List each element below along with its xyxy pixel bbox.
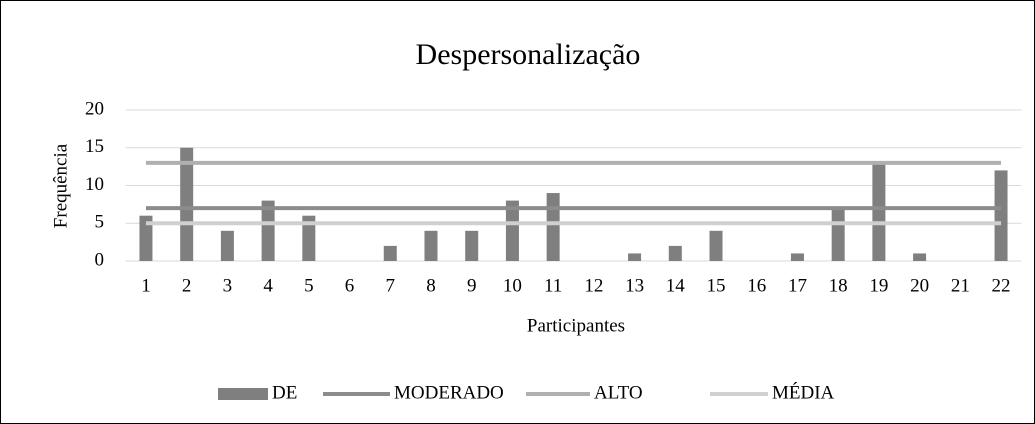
x-tick-label: 10	[503, 275, 522, 296]
y-tick-label: 0	[95, 249, 105, 270]
bar	[913, 253, 927, 261]
x-axis-label: Participantes	[527, 315, 625, 336]
legend-label: ALTO	[594, 382, 643, 403]
bar	[505, 200, 519, 261]
x-tick-label: 6	[345, 275, 355, 296]
bar	[872, 162, 886, 261]
x-tick-label: 22	[992, 275, 1011, 296]
legend-label: DE	[272, 382, 297, 403]
y-tick-label: 10	[85, 174, 104, 195]
x-tick-label: 3	[223, 275, 233, 296]
bar	[628, 253, 642, 261]
y-tick-label: 20	[85, 98, 104, 119]
bar	[709, 230, 723, 261]
bar	[465, 230, 479, 261]
x-tick-label: 20	[910, 275, 929, 296]
x-tick-label: 16	[747, 275, 766, 296]
bar	[994, 170, 1008, 261]
bar	[383, 245, 397, 261]
y-axis-label: Frequência	[50, 143, 71, 228]
bar	[546, 193, 560, 261]
chart-title: Despersonalização	[416, 38, 641, 71]
x-tick-label: 18	[829, 275, 848, 296]
bar	[261, 200, 275, 261]
x-tick-label: 13	[625, 275, 644, 296]
y-tick-label: 5	[95, 212, 105, 233]
bar	[180, 147, 194, 261]
x-tick-label: 12	[584, 275, 603, 296]
x-tick-label: 9	[467, 275, 477, 296]
x-tick-label: 5	[304, 275, 314, 296]
x-tick-label: 15	[707, 275, 726, 296]
x-tick-label: 17	[788, 275, 807, 296]
x-tick-label: 14	[666, 275, 686, 296]
x-tick-label: 11	[544, 275, 562, 296]
legend-label: MODERADO	[394, 382, 504, 403]
bar	[831, 208, 845, 261]
legend-swatch	[218, 388, 268, 400]
x-tick-label: 4	[263, 275, 273, 296]
x-tick-label: 8	[426, 275, 436, 296]
bar	[790, 253, 804, 261]
bar	[302, 215, 316, 261]
bar	[220, 230, 234, 261]
x-tick-label: 1	[141, 275, 151, 296]
x-tick-label: 19	[869, 275, 888, 296]
y-tick-label: 15	[85, 136, 104, 157]
bar	[668, 245, 682, 261]
x-tick-label: 7	[386, 275, 396, 296]
bar	[424, 230, 438, 261]
bar	[139, 215, 153, 261]
x-tick-label: 2	[182, 275, 192, 296]
x-tick-label: 21	[951, 275, 970, 296]
legend-label: MÉDIA	[772, 381, 835, 403]
